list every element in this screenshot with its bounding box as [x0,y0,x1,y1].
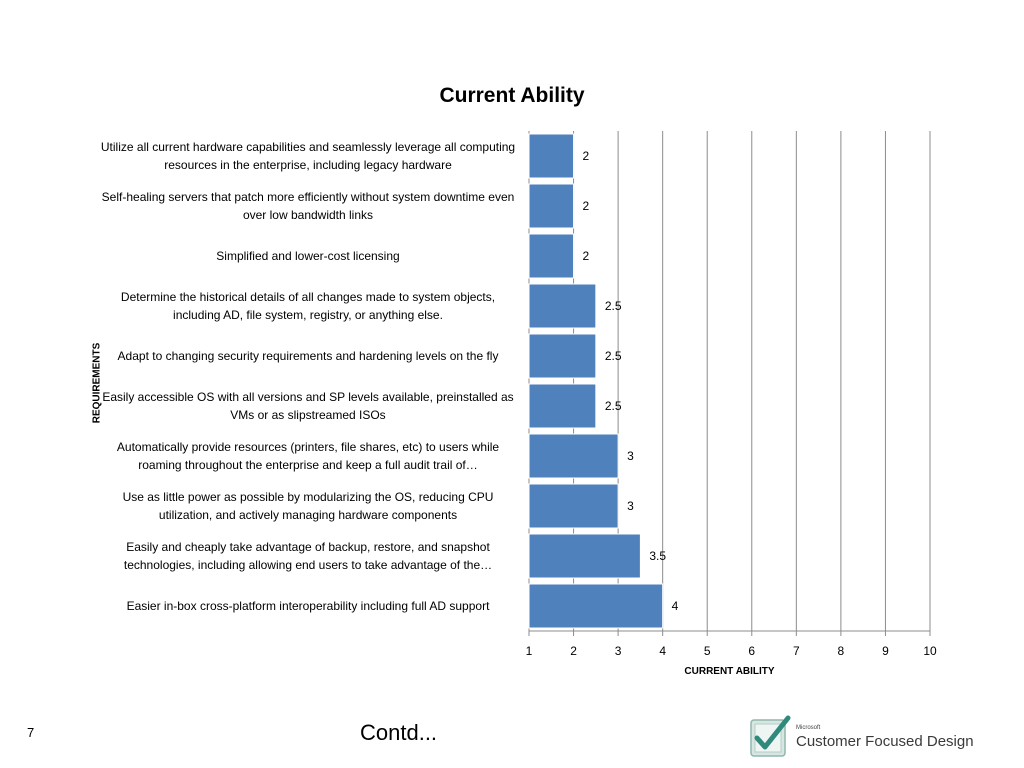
data-label: 2 [583,199,590,213]
bar [528,283,597,329]
customer-focused-design-logo: Microsoft Customer Focused Design [748,714,978,764]
data-label: 2.5 [605,349,622,363]
bar [528,133,575,179]
y-axis-title: REQUIREMENTS [91,342,103,424]
bar [528,183,575,229]
x-tick-label: 3 [615,644,622,658]
bar [528,333,597,379]
category-label-text: Use as little power as possible by modul… [122,490,494,522]
category-label-text: Automatically provide resources (printer… [116,440,500,472]
chart-title: Current Ability [439,84,585,107]
category-label-text: Adapt to changing security requirements … [117,349,499,363]
bar [528,433,619,479]
category-label: Easier in-box cross-platform interoperab… [100,597,524,615]
x-tick-label: 6 [748,644,755,658]
bar [528,383,597,429]
data-label: 2.5 [605,399,622,413]
data-label: 2 [583,249,590,263]
category-label: Determine the historical details of all … [100,288,524,324]
category-label-text: Easier in-box cross-platform interoperab… [126,599,490,613]
x-tick-label: 1 [526,644,533,658]
data-label: 2 [583,149,590,163]
footer-text: Contd... [360,720,438,745]
category-label: Automatically provide resources (printer… [100,438,524,474]
bar [528,233,575,279]
x-tick-label: 2 [570,644,577,658]
category-label-text: Utilize all current hardware capabilitie… [100,140,516,172]
category-label: Self-healing servers that patch more eff… [100,188,524,224]
x-tick-label: 7 [793,644,800,658]
x-tick-label: 9 [882,644,889,658]
data-label: 3.5 [649,549,666,563]
category-label-text: Easily and cheaply take advantage of bac… [123,540,493,572]
category-label-text: Self-healing servers that patch more eff… [101,190,515,222]
data-label: 2.5 [605,299,622,313]
x-axis-title: CURRENT ABILITY [684,666,775,677]
bar [528,583,664,629]
x-tick-label: 4 [659,644,666,658]
data-label: 4 [672,599,679,613]
logo-microsoft-text: Microsoft [796,725,821,731]
category-label-text: Simplified and lower-cost licensing [216,249,400,263]
data-label: 3 [627,449,634,463]
category-label-text: Easily accessible OS with all versions a… [102,390,514,422]
category-label: Adapt to changing security requirements … [100,347,524,365]
logo-text: Customer Focused Design [796,733,974,750]
category-label: Easily and cheaply take advantage of bac… [100,538,524,574]
data-label: 3 [627,499,634,513]
bar [528,483,619,529]
bar [528,533,641,579]
page-number: 7 [27,725,35,740]
category-label: Use as little power as possible by modul… [100,488,524,524]
category-label-text: Determine the historical details of all … [120,290,496,322]
x-tick-label: 10 [923,644,937,658]
checkmark-logo-icon [750,715,791,757]
x-tick-label: 5 [704,644,711,658]
category-label: Utilize all current hardware capabilitie… [100,138,524,174]
x-tick-label: 8 [838,644,845,658]
category-label: Easily accessible OS with all versions a… [100,388,524,424]
category-label: Simplified and lower-cost licensing [100,247,524,265]
